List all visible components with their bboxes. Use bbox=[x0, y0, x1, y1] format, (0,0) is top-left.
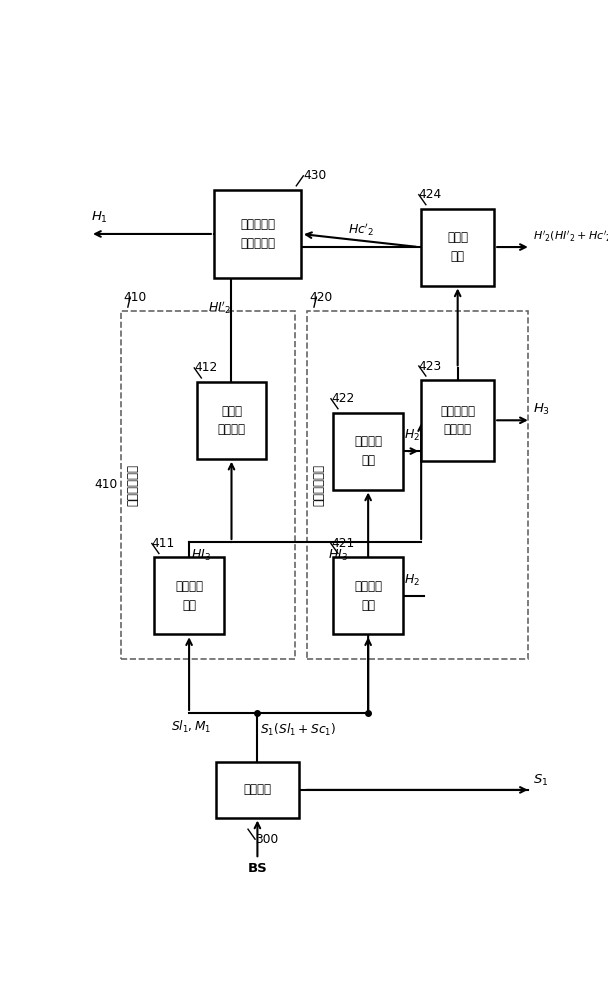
Text: 单元: 单元 bbox=[361, 599, 375, 612]
Text: 第三亮度: 第三亮度 bbox=[175, 580, 203, 593]
Text: $H_2$: $H_2$ bbox=[404, 573, 420, 588]
Text: 解码模块: 解码模块 bbox=[243, 783, 271, 796]
Text: 第二色域: 第二色域 bbox=[354, 435, 382, 448]
Text: 411: 411 bbox=[152, 537, 175, 550]
Text: 第二色度模块: 第二色度模块 bbox=[312, 464, 325, 506]
Text: 300: 300 bbox=[255, 833, 278, 846]
Text: $HI_3$: $HI_3$ bbox=[192, 548, 212, 563]
Text: $HI_3$: $HI_3$ bbox=[328, 548, 348, 563]
Text: 424: 424 bbox=[419, 188, 442, 201]
Text: 410: 410 bbox=[95, 478, 118, 491]
Text: 转换单元: 转换单元 bbox=[218, 423, 246, 436]
Bar bbox=[333, 557, 403, 634]
Text: 421: 421 bbox=[331, 537, 354, 550]
Text: 第二亮度模块: 第二亮度模块 bbox=[126, 464, 139, 506]
Text: 第三恒亮度: 第三恒亮度 bbox=[440, 405, 475, 418]
Text: 423: 423 bbox=[419, 360, 442, 373]
Text: 单元: 单元 bbox=[361, 454, 375, 467]
Text: 非线性: 非线性 bbox=[221, 405, 242, 418]
Bar bbox=[421, 209, 494, 286]
Bar bbox=[421, 380, 494, 461]
Text: 422: 422 bbox=[331, 392, 354, 405]
Text: BS: BS bbox=[247, 862, 268, 875]
Text: 反转换单元: 反转换单元 bbox=[240, 237, 275, 250]
Text: 第二色度: 第二色度 bbox=[354, 580, 382, 593]
Text: $HI'_2$: $HI'_2$ bbox=[208, 300, 232, 316]
Bar bbox=[196, 382, 266, 459]
Text: $H'_2(HI'_2+Hc'_2)$: $H'_2(HI'_2+Hc'_2)$ bbox=[533, 229, 608, 244]
Text: $S_1(Sl_1+Sc_1)$: $S_1(Sl_1+Sc_1)$ bbox=[260, 722, 336, 738]
Text: 升采样: 升采样 bbox=[447, 231, 468, 244]
Text: $Hc'_2$: $Hc'_2$ bbox=[348, 222, 375, 238]
Text: 412: 412 bbox=[195, 361, 218, 374]
Text: 420: 420 bbox=[309, 291, 333, 304]
Text: 第四恒亮度: 第四恒亮度 bbox=[240, 218, 275, 231]
Text: 单元: 单元 bbox=[451, 250, 465, 263]
Bar bbox=[154, 557, 224, 634]
Bar bbox=[121, 311, 295, 659]
Text: 转换单元: 转换单元 bbox=[444, 423, 472, 436]
Bar bbox=[216, 762, 299, 818]
Text: $Sl_1, M_1$: $Sl_1, M_1$ bbox=[171, 719, 212, 735]
Bar bbox=[307, 311, 528, 659]
Text: $H_2$: $H_2$ bbox=[404, 428, 420, 443]
Bar bbox=[333, 413, 403, 490]
Text: 430: 430 bbox=[303, 169, 326, 182]
Text: $H_3$: $H_3$ bbox=[533, 402, 550, 417]
Bar bbox=[214, 190, 301, 278]
Text: 410: 410 bbox=[123, 291, 147, 304]
Text: $S_1$: $S_1$ bbox=[533, 773, 548, 788]
Text: $H_1$: $H_1$ bbox=[91, 209, 108, 225]
Text: 单元: 单元 bbox=[182, 599, 196, 612]
